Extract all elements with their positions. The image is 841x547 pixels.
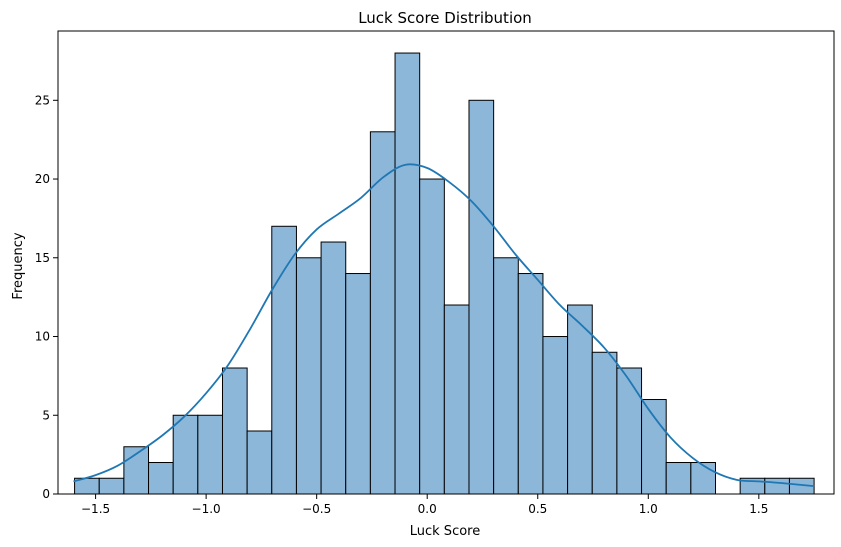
- histogram-bar: [246, 430, 273, 495]
- plot-frame: [57, 30, 835, 495]
- y-tick-label: 5: [42, 408, 50, 422]
- x-tick-label: −1.5: [81, 502, 110, 516]
- histogram-bar: [641, 399, 667, 495]
- y-tick-label: 0: [42, 487, 50, 501]
- histogram-bar: [616, 367, 643, 495]
- x-tick-label: 0.0: [418, 502, 437, 516]
- y-tick-label: 25: [35, 93, 50, 107]
- y-tick-label: 15: [35, 251, 50, 265]
- histogram-bar: [172, 414, 199, 495]
- histogram-bar: [197, 414, 223, 495]
- histogram-bar: [468, 99, 495, 495]
- chart-title: Luck Score Distribution: [358, 9, 532, 27]
- histogram-bar: [443, 304, 470, 495]
- histogram-bar: [419, 178, 445, 495]
- x-tick-label: −0.5: [302, 502, 331, 516]
- x-tick-label: 1.0: [639, 502, 658, 516]
- histogram-bar: [345, 273, 371, 495]
- y-axis-ticks: 0 5 10 15 20 25: [35, 93, 58, 501]
- histogram-bar: [567, 304, 593, 495]
- histogram-bar: [542, 336, 569, 495]
- histogram-bar: [295, 257, 322, 495]
- x-axis-label: Luck Score: [410, 524, 480, 539]
- histogram-bar: [493, 257, 519, 495]
- histogram-bar: [517, 273, 544, 495]
- histogram-bar: [591, 351, 618, 495]
- histogram-bar: [764, 477, 790, 495]
- histogram-bar: [271, 225, 297, 495]
- x-tick-label: 0.5: [528, 502, 547, 516]
- histogram-bar: [665, 462, 692, 495]
- histogram-bar: [221, 367, 248, 495]
- y-tick-label: 20: [35, 172, 50, 186]
- y-axis-label: Frequency: [11, 232, 26, 299]
- histogram-bar: [690, 462, 716, 495]
- x-axis-ticks: −1.5 −1.0 −0.5 0.0 0.5 1.0 1.5: [81, 494, 768, 516]
- histogram-bar: [98, 477, 125, 495]
- x-tick-label: 1.5: [749, 502, 768, 516]
- x-tick-label: −1.0: [192, 502, 221, 516]
- bars-group: [74, 52, 815, 495]
- histogram-bar: [148, 462, 174, 495]
- histogram-bar: [320, 241, 347, 495]
- histogram-bar: [369, 131, 396, 495]
- histogram-bar: [394, 52, 421, 495]
- kde-curve: [73, 163, 815, 488]
- y-tick-label: 10: [35, 330, 50, 344]
